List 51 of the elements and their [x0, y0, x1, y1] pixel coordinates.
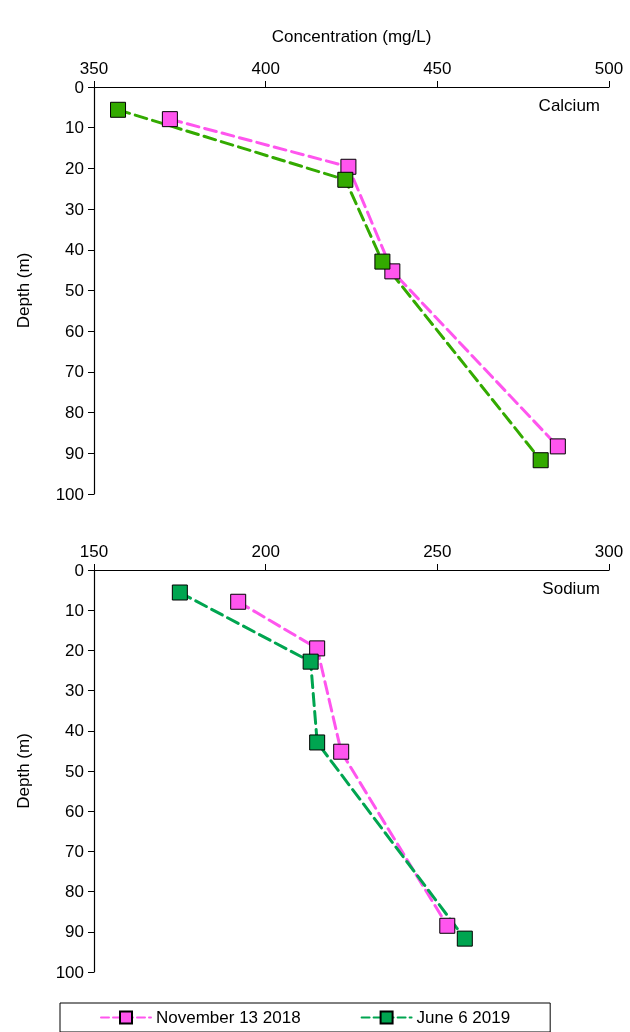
point: [532, 452, 549, 469]
y-tick-label: 50: [65, 281, 84, 300]
y-tick-label: 40: [65, 721, 84, 741]
point: [110, 101, 127, 118]
y-tick-label: 90: [65, 922, 84, 942]
x-tick-label: 450: [423, 59, 452, 78]
y-tick-label: 70: [65, 362, 84, 382]
point: [333, 743, 350, 760]
y-tick-label: 70: [65, 841, 84, 861]
x-tick-label: 400: [251, 59, 280, 78]
x-tick-label: 250: [423, 542, 452, 561]
y-tick-label: 10: [65, 118, 84, 138]
x-tick-label: 300: [594, 542, 624, 561]
y-axis-title: Depth (m): [14, 252, 33, 329]
y-tick-label: 0: [74, 560, 84, 580]
y-tick-label: 30: [65, 681, 84, 701]
legend-label: June 6 2019: [416, 1008, 511, 1027]
y-tick-label: 80: [65, 403, 84, 423]
x-axis-title: Concentration (mg/L): [271, 27, 432, 46]
y-tick-label: 20: [65, 158, 84, 178]
point: [161, 111, 178, 128]
point: [439, 917, 456, 934]
point: [309, 734, 326, 751]
y-tick-label: 20: [65, 640, 84, 660]
y-tick-label: 60: [65, 801, 84, 821]
y-tick-label: 60: [65, 321, 84, 341]
y-tick-label: 10: [65, 600, 84, 620]
point: [374, 253, 391, 270]
point: [230, 593, 247, 610]
y-tick-label: 90: [65, 443, 84, 463]
x-tick-label: 350: [79, 59, 109, 78]
x-tick-label: 200: [251, 542, 280, 561]
point: [309, 640, 326, 657]
y-tick-label: 40: [65, 240, 84, 260]
y-axis-title: Depth (m): [14, 733, 33, 809]
y-tick-label: 80: [65, 882, 84, 902]
point: [302, 653, 319, 670]
annotation: Calcium: [538, 96, 601, 115]
y-tick-label: 100: [55, 962, 84, 982]
legend-label: November 13 2018: [156, 1008, 301, 1027]
point: [171, 584, 188, 601]
y-tick-label: 30: [65, 199, 84, 219]
y-tick-label: 50: [65, 761, 84, 781]
annotation: Sodium: [542, 579, 600, 598]
point: [456, 930, 473, 947]
point: [337, 171, 354, 188]
y-tick-label: 0: [74, 77, 84, 97]
point: [549, 438, 566, 455]
x-tick-label: 150: [79, 542, 109, 561]
x-tick-label: 500: [594, 59, 624, 78]
y-tick-label: 100: [55, 484, 84, 504]
